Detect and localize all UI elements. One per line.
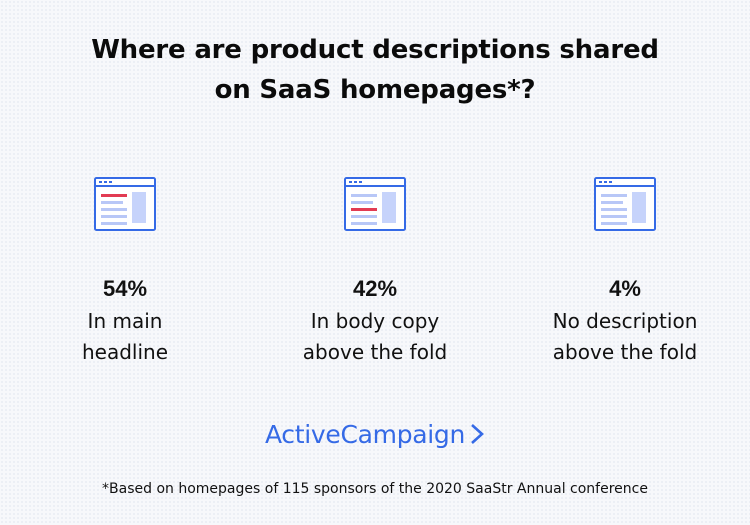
stat-label-line-1: In body copy <box>310 309 440 333</box>
activecampaign-logo: ActiveCampaign <box>0 418 750 449</box>
chevron-right-icon <box>471 424 484 444</box>
webpage-headline-highlight-icon <box>94 177 156 231</box>
webpage-plain-icon <box>594 177 656 231</box>
stat-label-line-2: above the fold <box>552 340 698 364</box>
footnote: *Based on homepages of 115 sponsors of t… <box>102 481 648 497</box>
stat-label: In body copy above the fold <box>265 306 485 368</box>
stat-label: In main headline <box>15 306 235 368</box>
stat-label-line-2: above the fold <box>302 340 448 364</box>
title-line-1: Where are product descriptions shared <box>91 35 659 65</box>
stat-column-no-description: 4% No description above the fold <box>515 177 735 368</box>
stat-label-line-1: No description <box>552 309 698 333</box>
stat-column-main-headline: 54% In main headline <box>15 177 235 368</box>
stat-percent: 54% <box>102 276 148 301</box>
stat-label: No description above the fold <box>515 306 735 368</box>
webpage-body-highlight-icon <box>344 177 406 231</box>
stat-label-line-2: headline <box>81 340 169 364</box>
title-line-2: on SaaS homepages*? <box>214 75 536 105</box>
stat-column-body-copy: 42% In body copy above the fold <box>265 177 485 368</box>
stat-label-line-1: In main <box>87 309 163 333</box>
page-title: Where are product descriptions shared on… <box>0 30 750 110</box>
stat-percent: 4% <box>609 276 641 301</box>
stat-percent: 42% <box>352 276 398 301</box>
logo-text: ActiveCampaign <box>264 419 466 449</box>
